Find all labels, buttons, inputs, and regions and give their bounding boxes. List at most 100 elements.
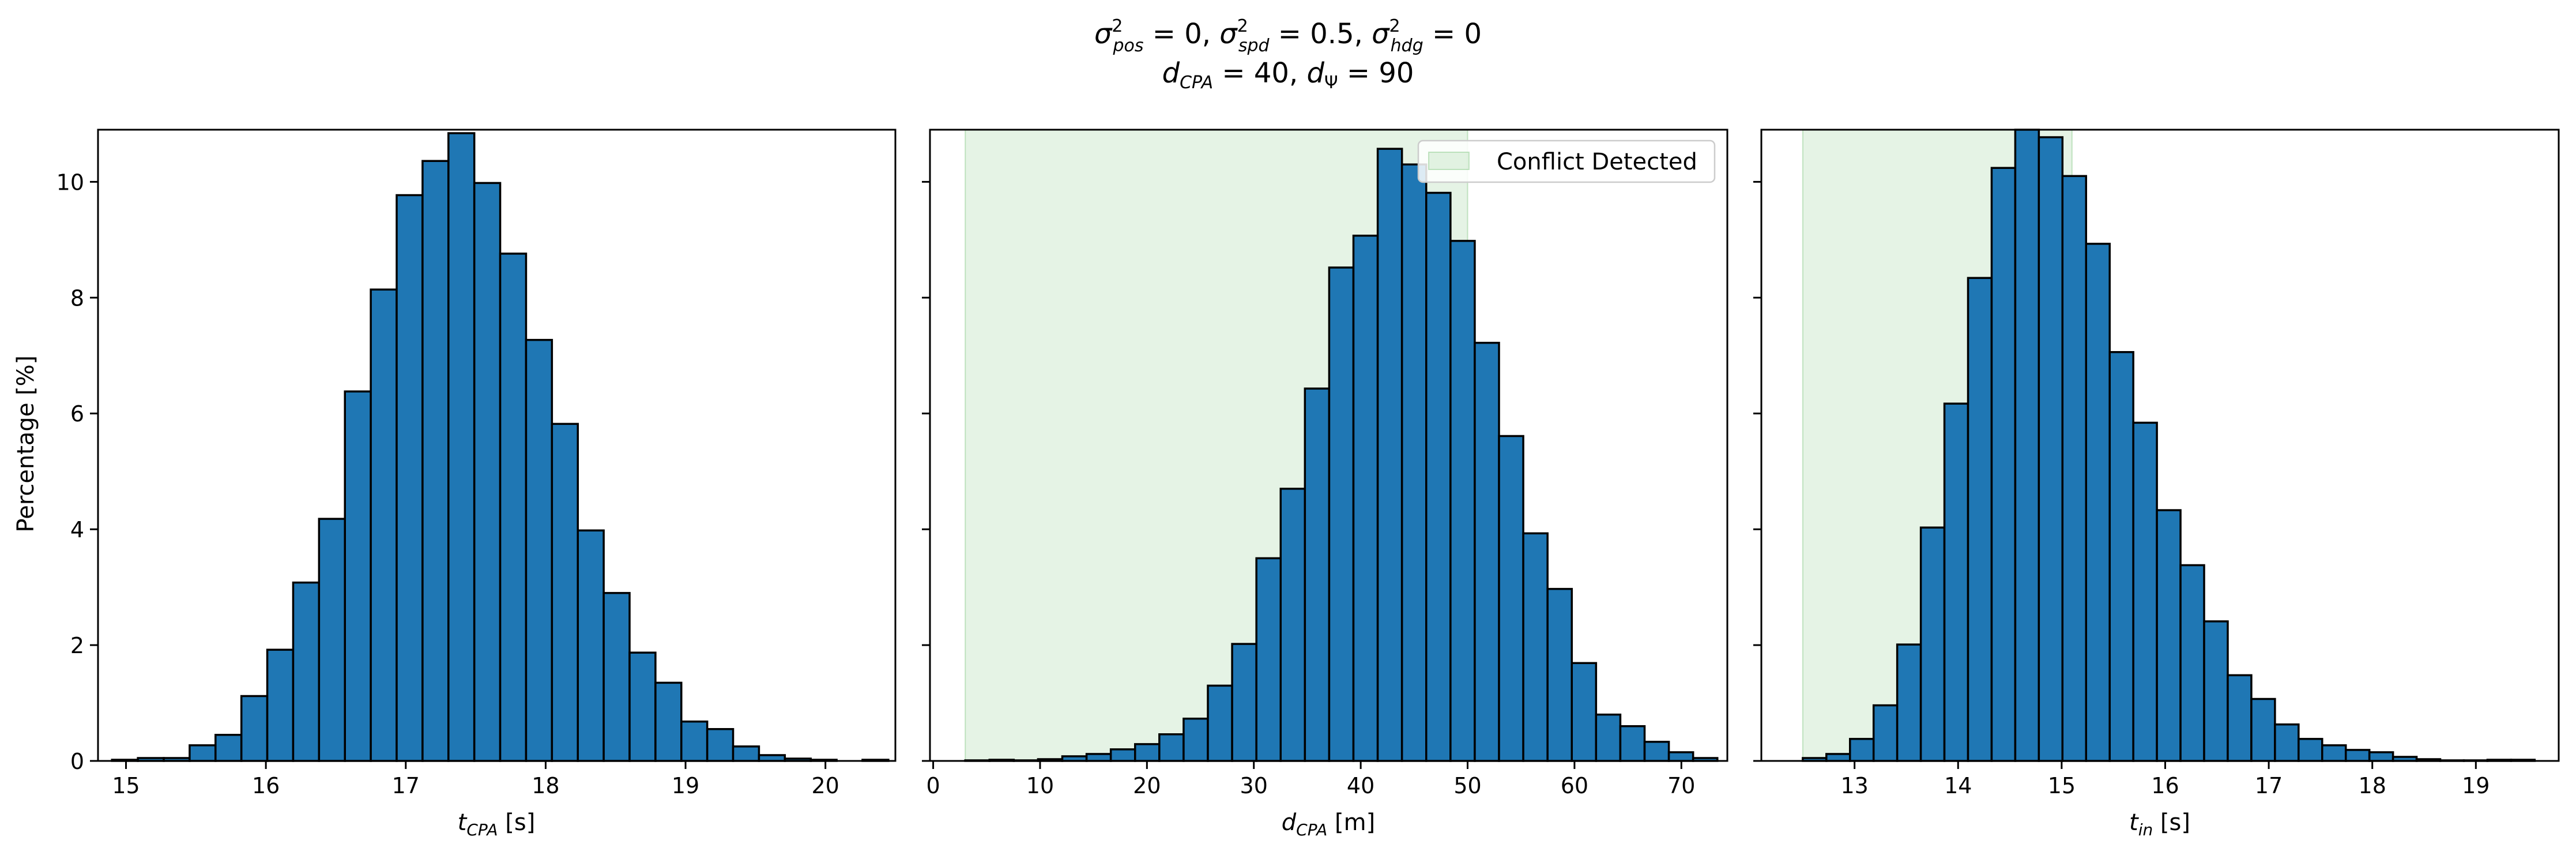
histogram-bar [732,745,760,762]
x-tick-label: 30 [1240,773,1268,798]
histogram-bar [1304,387,1331,762]
y-axis-label: Percentage [%] [13,356,39,533]
histogram-bar [344,390,372,762]
y-tick-label: 2 [70,633,84,658]
histogram-bar [1134,743,1161,762]
x-tick-label: 0 [926,773,940,798]
x-tick-label: 19 [672,773,699,798]
histogram-bar [189,744,217,762]
histogram-bar [1279,488,1306,762]
histogram-bar [2038,136,2064,762]
histogram-bar [266,649,295,762]
title-line-2: dCPA = 40, dΨ = 90 [1162,57,1414,93]
histogram-bar [2344,749,2371,762]
histogram-bar [1474,341,1500,762]
histogram-bar [1522,532,1549,762]
histogram-bar [370,288,398,762]
histogram-bar [1990,167,2017,762]
histogram-bar [1376,148,1403,762]
histogram-bar [2061,175,2088,762]
x-tick-label: 20 [812,773,839,798]
ticks-layer-0: 15 16 17 18 19 20 0 2 4 6 8 10 [57,169,839,798]
histogram-bar [1546,587,1573,762]
histogram-bar [1498,435,1524,762]
histogram-bar [1400,163,1428,762]
histogram-bar [1825,753,1851,762]
x-tick-label: 16 [252,773,280,798]
x-tick-label: 15 [2048,773,2076,798]
histogram-bar [1328,266,1355,762]
x-tick-label: 70 [1667,773,1695,798]
x-axis-label-tin: tin [s] [2129,809,2190,839]
histogram-bar [2085,243,2111,762]
histogram-bar [2227,674,2253,762]
panel-dcpa: 0 10 20 30 40 50 60 70 dCPA [m] Conflict Detect… [922,129,1728,839]
bars-layer-0 [111,132,890,762]
y-tick-label: 0 [70,749,84,774]
histogram-bar [628,651,657,762]
y-tick-label: 6 [70,401,84,427]
histogram-bar [654,681,683,762]
histogram-bar [2250,698,2276,762]
histogram-bar [2321,744,2347,762]
title-line-1: σ2 pos = 0, σ2 spd = 0.5, σ2 hdg = 0 [1094,16,1482,56]
legend: Conflict Detected [1417,140,1716,183]
histogram-bar [499,252,528,762]
histogram-bar [1643,741,1670,762]
histogram-bar [1158,733,1185,762]
histogram-bar [292,581,321,762]
ticks-layer-1: 0 10 20 30 40 50 60 70 [922,180,1695,798]
legend-swatch [1428,152,1470,170]
axes-frame-1 [929,129,1728,762]
histogram-bar [1619,725,1646,762]
x-tick-label: 10 [1026,773,1054,798]
histogram-bar [214,734,243,762]
histogram-bar [1182,717,1209,762]
histogram-bar [1571,662,1598,762]
histogram-bar [2156,509,2182,762]
histogram-bar [1255,557,1282,762]
ticks-layer-2: 13 14 15 16 17 18 19 [1753,180,2490,798]
x-tick-label: 13 [1840,773,1868,798]
bars-layer-1 [964,148,1719,762]
histogram-bar [551,423,579,762]
bars-layer-2 [1802,129,2536,762]
histogram-bar [1919,526,1946,762]
axes-frame-0 [97,129,897,762]
histogram-bar [1848,738,1875,762]
histogram-bar [577,529,605,762]
histogram-bar [1667,751,1694,762]
legend-label: Conflict Detected [1497,149,1697,175]
histogram-bar [1425,191,1452,762]
legend-box [1417,140,1716,183]
x-tick-label: 14 [1944,773,1972,798]
histogram-bar [1595,713,1622,762]
ylabel-group: Percentage [%] [13,356,39,533]
histogram-bar [1352,235,1379,762]
histogram-bar [318,518,346,762]
x-tick-label: 17 [392,773,420,798]
figure-title: σ2 pos = 0, σ2 spd = 0.5, σ2 hdg = 0 dCPA =… [1094,16,1482,93]
histogram-bar [1967,277,1993,762]
panel-tin: 13 14 15 16 17 18 19 tin [s] [1753,129,2560,839]
x-tick-label: 15 [112,773,140,798]
x-tick-label: 60 [1561,773,1588,798]
histogram-bar [396,194,424,762]
y-tick-label: 8 [70,285,84,311]
histogram-bar [1085,753,1112,762]
panel-tcpa: 15 16 17 18 19 20 0 2 4 6 8 10 tCPA [s] [57,129,897,839]
histogram-bar [2132,421,2158,762]
histogram-bar [706,727,735,762]
x-axis-label-dcpa: dCPA [m] [1282,809,1375,839]
histogram-bar [473,182,502,762]
histogram-bar [2298,738,2323,762]
histogram-bar [2274,723,2300,762]
x-tick-label: 17 [2255,773,2283,798]
histogram-bar [680,720,709,762]
histogram-bar [525,338,553,762]
histogram-bar [602,591,631,762]
histogram-bar [1231,643,1257,762]
histogram-bar [1207,684,1233,762]
x-tick-label: 16 [2151,773,2179,798]
